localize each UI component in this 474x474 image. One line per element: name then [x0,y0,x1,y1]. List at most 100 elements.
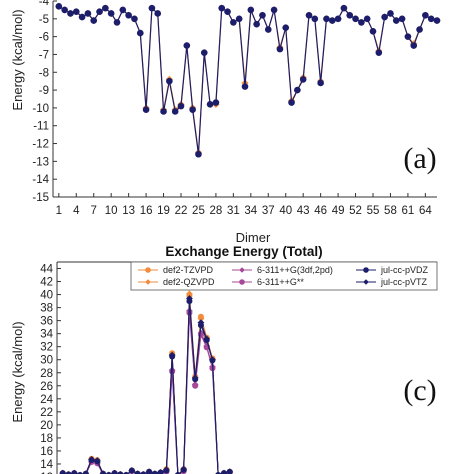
panel-a-data-point [410,42,418,49]
panel-a-x-tick-label: 52 [349,205,362,217]
panel-a-data-point [381,13,388,21]
panel-a-x-tick-label: 1 [56,205,62,217]
panel-c-data-point [186,290,193,298]
panel-c-data-point [77,471,83,474]
panel-c-data-point [220,469,228,474]
panel-a-x-tick-label: 43 [297,205,310,217]
panel-a-data-point [230,19,237,26]
panel-a-data-point [206,101,214,108]
panel-a-x-tick-label: 4 [73,205,80,217]
panel-a-y-tick-label: -13 [32,156,49,168]
panel-a-data-point [61,6,68,14]
panel-a-data-point [55,3,63,10]
panel-a-data-point [340,4,348,12]
panel-a-label: (a) [403,142,436,175]
panel-a-x-axis-label: Dimer [236,230,271,245]
legend-entry-label: 6-311++G** [257,277,304,287]
panel-c-data-point [209,356,216,364]
panel-a-data-point [433,17,441,24]
panel-a-data-point [160,108,167,115]
panel-a-x-tick-label: 16 [140,205,153,217]
panel-a-x-tick-label: 58 [384,205,397,217]
panel-c-data-point [175,471,181,474]
panel-c-data-point [117,470,124,474]
panel-a-data-point [224,8,231,15]
panel-a-x-tick-label: 64 [419,205,432,217]
panel-a-series-line [58,5,438,155]
panel-a-data-point [334,15,342,23]
panel-a-x-tick-label: 34 [244,205,257,217]
panel-a-data-point [67,10,74,17]
panel-a-data-point [136,29,144,37]
panel-a-data-point [154,10,162,17]
panel-a-y-tick-label: -5 [39,14,49,26]
panel-c-data-point [168,351,176,359]
panel-c-data-point [88,456,95,463]
panel-a-data-point [358,19,365,26]
panel-c-y-tick-label: 20 [40,420,53,432]
panel-a-y-tick-label: -8 [39,67,49,79]
panel-a-y-tick-label: -14 [32,174,49,186]
panel-c-y-tick-label: 14 [40,459,53,471]
panel-a-data-point [195,150,202,158]
panel-c-y-tick-label: 36 [40,316,53,328]
panel-a-data-point [259,11,266,19]
panel-a-data-point [270,6,278,14]
panel-a-y-tick-label: -7 [39,49,49,61]
panel-a-plot: -15 -14 -13 -12 -11 -10 -9 -8 -7 -6 -5 -4 1 4 7 10 13 16 1… [32,0,441,217]
panel-c-series-line [62,301,230,474]
panel-c-data-point [111,469,118,474]
panel-c-data-point [226,468,234,474]
panel-c-data-point [123,471,129,474]
panel-a-data-point [346,11,354,19]
panel-a-y-tick-label: -10 [32,103,49,115]
panel-a-data-point [398,15,406,23]
panel-a-data-point [90,17,98,24]
panel-a-data-point [166,77,173,85]
panel-a-data-point [247,6,255,14]
panel-a-data-point [183,42,191,49]
panel-c-data-point [145,468,153,474]
panel-a-series-line [58,5,438,153]
panel-a-data-point [212,99,220,106]
panel-a-data-point [113,19,121,26]
panel-a-x-tick-label: 49 [332,205,345,217]
panel-c-data-point [99,470,107,474]
panel-a-data-point [148,4,156,12]
panel-a-data-point [107,10,115,17]
panel-c-data-point [65,470,72,474]
panel-a-data-point [200,49,208,56]
panel-a-y-axis-label: Energy (kcal/mol) [10,9,25,110]
panel-a-y-tick-label: -15 [32,192,49,204]
legend-marker [145,267,151,273]
panel-a-data-point [84,10,92,17]
panel-c-data-point [191,374,199,382]
legend-marker [145,279,151,285]
panel-c-y-axis-label: Energy (kcal/mol) [10,321,25,422]
panel-c-title: Exchange Energy (Total) [165,244,322,259]
panel-a-data-point [235,15,243,23]
panel-a-data-point [363,15,371,23]
panel-a-data-point [305,11,313,19]
panel-c-data-point [197,315,205,323]
panel-a-x-tick-label: 46 [314,205,327,217]
panel-c-data-point [70,469,78,474]
panel-c-data-point [151,470,159,474]
legend-marker [363,279,369,285]
panel-c-y-tick-label: 26 [40,381,53,393]
panel-a-data-point [171,108,179,115]
panel-a-y-tick-label: -6 [39,32,49,44]
panel-a-data-point [427,15,435,23]
panel-a-data-point [416,26,423,33]
panel-a-x-tick-label: 25 [192,205,205,217]
panel-c-data-point [140,470,147,474]
panel-c-y-tick-label: 32 [40,342,53,354]
panel-c-data-point [128,467,136,474]
panel-c-data-point [82,470,90,474]
panel-c-y-tick-label: 22 [40,407,53,419]
panel-a-data-point [422,11,429,19]
legend-entry-label: 6-311++G(3df,2pd) [257,265,333,275]
panel-c-data-point [186,295,193,302]
panel-c-data-point [215,471,221,474]
